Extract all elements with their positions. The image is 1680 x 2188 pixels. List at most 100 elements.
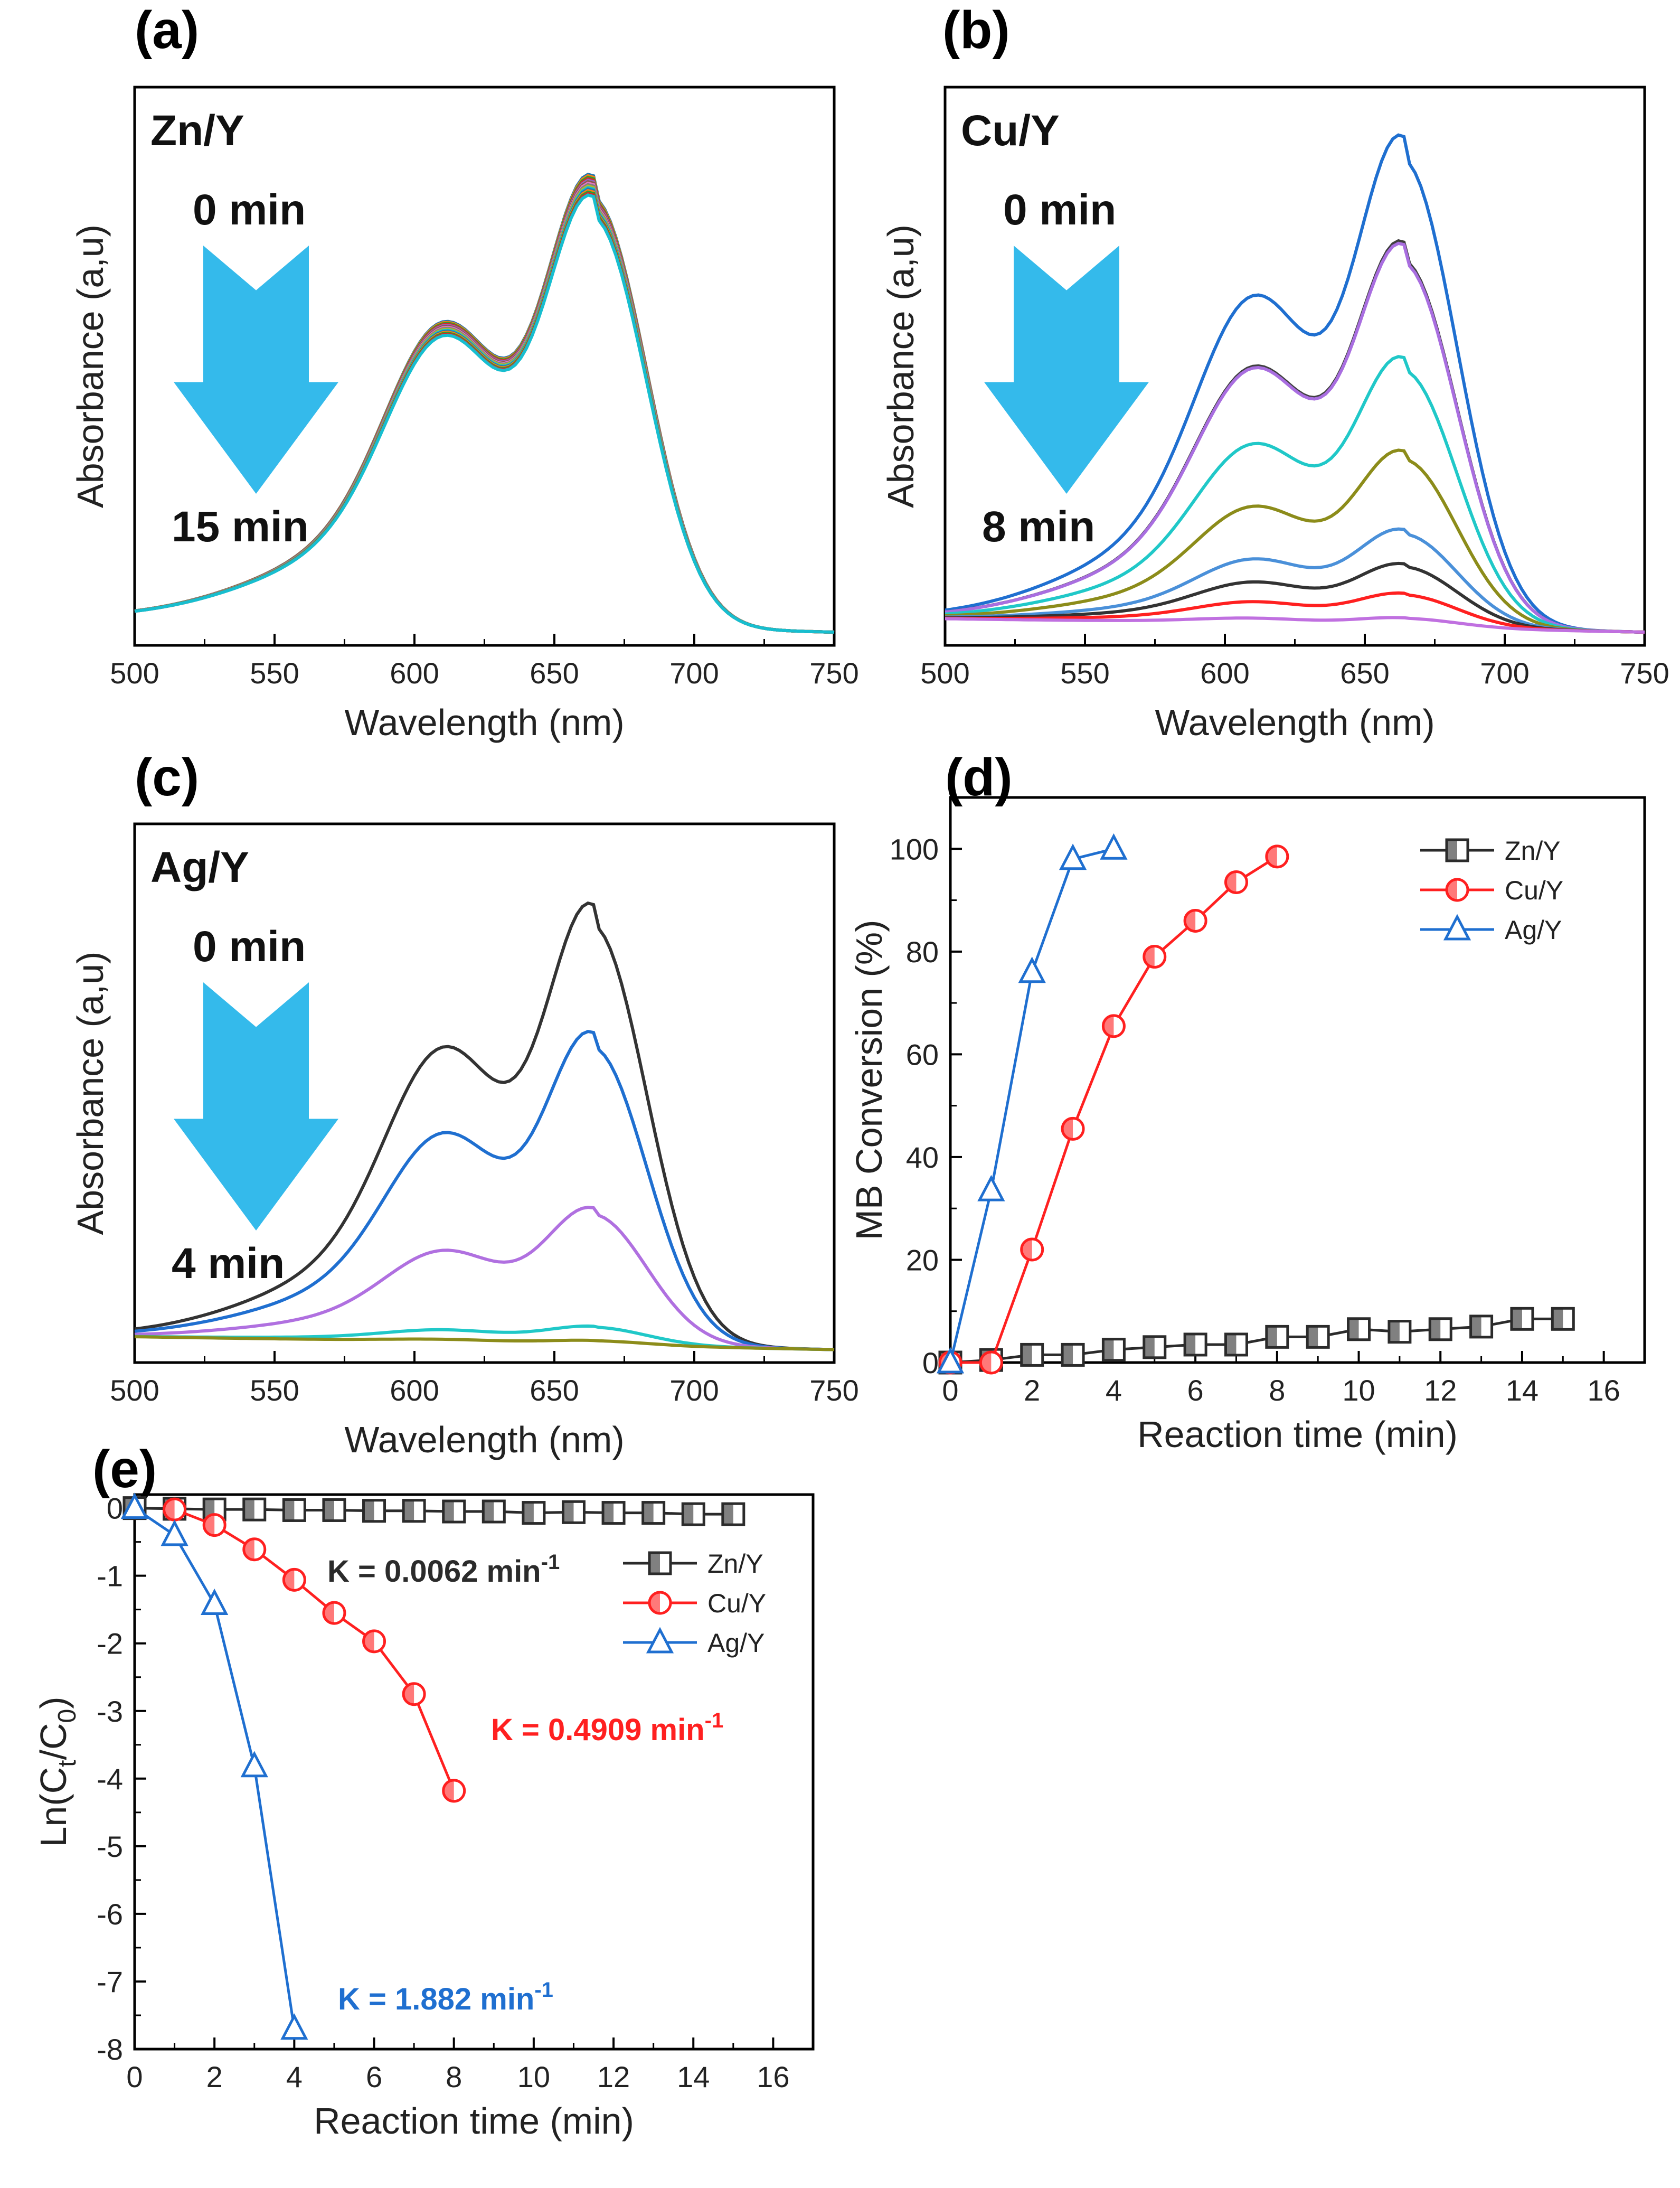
time-start-label: 0 min [193,186,306,234]
x-tick-label: 0 [126,2060,143,2093]
marker-half [1225,1334,1237,1355]
x-axis-title: Wavelength (nm) [344,702,624,743]
k-annotation: K = 0.4909 min-1 [491,1709,723,1747]
x-tick-label: 2 [206,2060,223,2093]
sample-label: Ag/Y [150,843,249,891]
x-tick-label: 750 [809,656,858,690]
marker-half [1552,1308,1563,1330]
spectrum-line [945,561,1645,634]
x-tick-label: 550 [250,1374,299,1407]
marker-half [1348,1318,1359,1340]
marker-half [164,1499,175,1520]
x-tick-label: 750 [1620,656,1669,690]
x-tick-label: 2 [1024,1374,1040,1407]
marker-half [1307,1326,1318,1348]
y-tick-label: 0 [922,1346,939,1379]
marker-half [1185,910,1196,932]
marker-half [403,1500,414,1522]
x-tick-label: 10 [1342,1374,1375,1407]
marker-half [1470,1316,1481,1337]
x-tick-label: 14 [1506,1374,1539,1407]
x-tick-label: 0 [942,1374,958,1407]
y-tick-label: -5 [97,1830,123,1863]
x-tick-label: 650 [530,656,579,690]
spectrum-line [945,448,1645,634]
y-tick-label: 60 [906,1038,939,1071]
marker-half [1447,879,1457,900]
panel-label-e: (e) [92,1440,157,1499]
y-tick-label: 0 [107,1492,123,1525]
x-tick-label: 6 [1187,1374,1204,1407]
spectrum-line [945,355,1645,634]
plot-c: 500 550 600 650 700 750 Wavelength (nm) Absorba… [70,822,859,1460]
plot-frame [949,796,1646,1364]
x-tick-label: 500 [110,1374,159,1407]
marker-half [1021,1344,1032,1366]
x-tick-label: 700 [669,656,719,690]
marker-half [649,1592,660,1613]
legend-label: Ag/Y [1505,915,1562,945]
marker-half [323,1499,334,1521]
spectrum-line [945,616,1645,634]
y-axis-title: Absorbance (a,u) [70,224,111,508]
marker-triangle [1443,914,1471,941]
series-line [134,1507,296,2029]
k-unit-superscript: -1 [534,1978,553,2002]
plot-a: 500 550 600 650 700 750 Wavelength (nm) Absorba… [70,86,859,743]
series-line [949,847,1115,1363]
spectrum-line [134,1029,835,1351]
y-tick-label: 80 [906,935,939,969]
x-tick-label: 750 [809,1374,858,1407]
series-line [950,1317,1563,1364]
marker-half [683,1504,694,1525]
time-start-label: 0 min [1003,186,1116,234]
spectrum-line [134,1335,835,1351]
marker-triangle [936,1347,965,1374]
y-tick-label: -4 [97,1762,123,1796]
marker-half [443,1501,454,1523]
marker-half [1430,1318,1441,1340]
spectrum-line [945,241,1645,634]
panel-label-c: (c) [135,748,200,807]
x-tick-label: 12 [597,2060,630,2093]
series-line [950,855,1278,1364]
y-axis-title: Ln(Ct/C0) [33,1696,81,1847]
marker-half [1021,1239,1032,1260]
marker-half [563,1501,574,1523]
x-tick-label: 650 [1340,656,1389,690]
x-tick-label: 8 [1269,1374,1285,1407]
panel-label-a: (a) [135,1,200,60]
legend-label: Zn/Y [707,1549,763,1579]
x-axis-title: Reaction time (min) [314,2100,634,2142]
series-line [174,1508,456,1791]
x-axis-title: Wavelength (nm) [344,1419,624,1460]
sample-label: Zn/Y [150,107,244,155]
marker-half [284,1569,295,1591]
x-tick-label: 6 [366,2060,382,2093]
marker-half [1062,1344,1073,1366]
x-axis-title: Wavelength (nm) [1155,702,1434,743]
marker-triangle [161,1519,188,1546]
marker-triangle [1059,843,1087,870]
marker-half [243,1499,254,1520]
x-tick-label: 650 [530,1374,579,1407]
x-tick-label: 8 [446,2060,462,2093]
marker-half [1389,1321,1400,1342]
spectrum-line [134,193,835,634]
marker-triangle [646,1627,674,1654]
marker-half [1144,946,1155,968]
time-arrow-icon [174,246,338,494]
y-axis-title-part: ) [33,1696,74,1708]
plot-frame [133,1493,815,2051]
time-arrow-icon [984,246,1149,494]
marker-half [649,1553,660,1574]
time-end-label: 4 min [172,1239,285,1288]
marker-triangle [201,1589,229,1615]
marker-triangle [280,2013,308,2040]
marker-half [1103,1015,1114,1037]
legend-label: Cu/Y [707,1589,766,1618]
legend-label: Cu/Y [1505,876,1563,905]
y-tick-label: -2 [97,1627,123,1660]
marker-half [284,1499,295,1521]
k-value: K = 0.4909 min [491,1713,705,1747]
